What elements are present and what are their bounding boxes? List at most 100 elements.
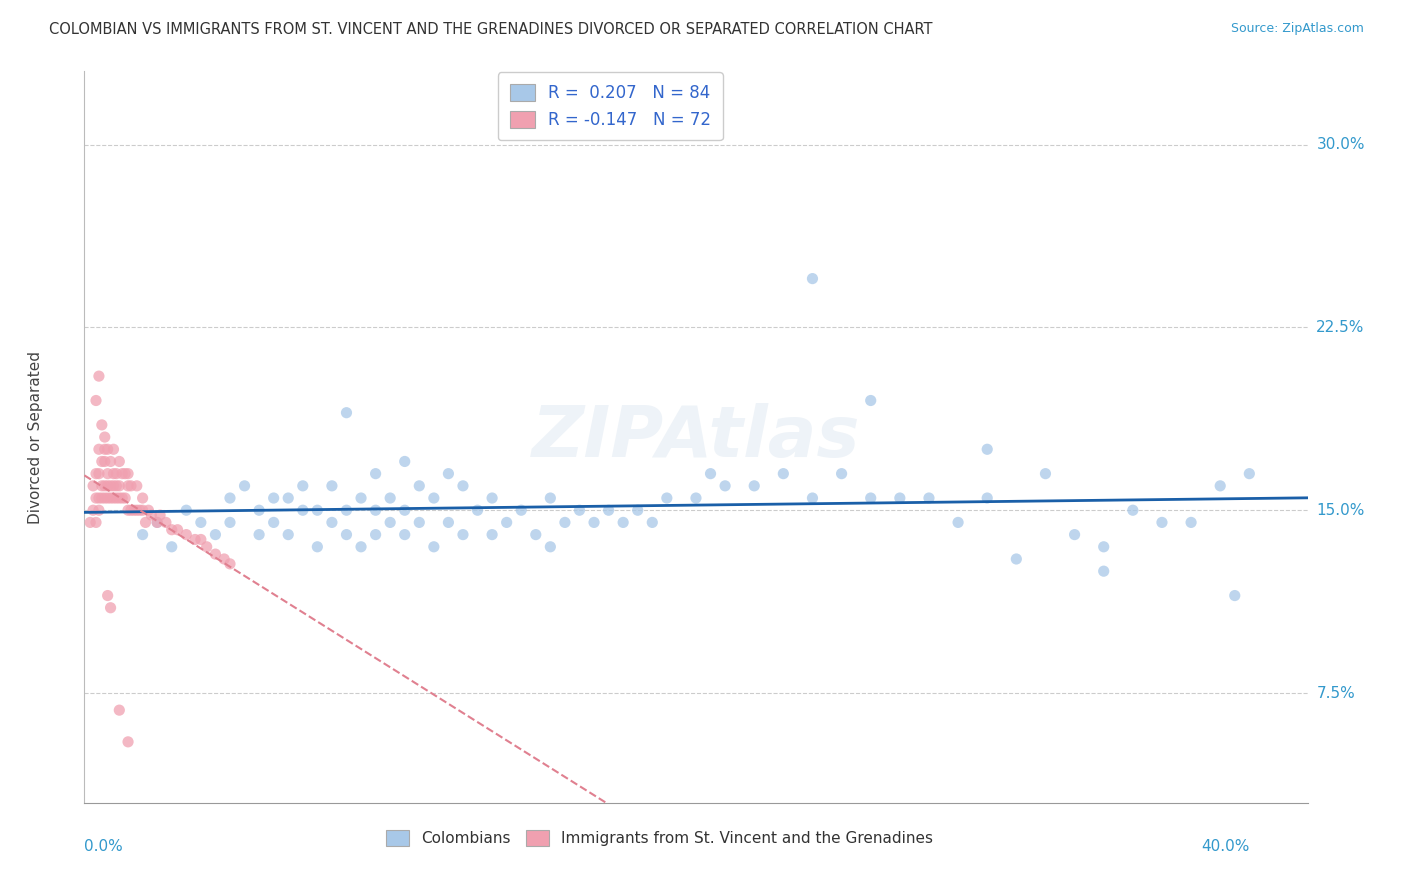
Point — [1092, 540, 1115, 554]
Point — [135, 516, 157, 530]
Point — [120, 503, 142, 517]
Point — [103, 479, 125, 493]
Point — [467, 503, 489, 517]
Point — [277, 491, 299, 505]
Point — [423, 491, 446, 505]
Point — [408, 479, 430, 493]
Point — [641, 516, 664, 530]
Point — [114, 467, 136, 481]
Point — [524, 527, 547, 541]
Point — [93, 491, 115, 505]
Point — [100, 600, 122, 615]
Point — [495, 516, 517, 530]
Point — [93, 479, 115, 493]
Point — [307, 540, 329, 554]
Point — [335, 503, 357, 517]
Point — [131, 491, 153, 505]
Point — [685, 491, 707, 505]
Point — [321, 516, 343, 530]
Point — [105, 491, 128, 505]
Point — [481, 491, 503, 505]
Point — [538, 491, 561, 505]
Point — [451, 479, 474, 493]
Point — [90, 491, 112, 505]
Point — [918, 491, 941, 505]
Point — [307, 503, 329, 517]
Point — [380, 516, 402, 530]
Point — [598, 503, 620, 517]
Point — [82, 503, 104, 517]
Point — [321, 479, 343, 493]
Point — [859, 491, 882, 505]
Point — [335, 527, 357, 541]
Point — [204, 527, 226, 541]
Point — [831, 467, 853, 481]
Point — [117, 503, 139, 517]
Point — [84, 467, 107, 481]
Point — [166, 523, 188, 537]
Point — [105, 479, 128, 493]
Point — [889, 491, 911, 505]
Point — [263, 491, 285, 505]
Point — [1239, 467, 1261, 481]
Point — [84, 516, 107, 530]
Point — [190, 516, 212, 530]
Point — [131, 527, 153, 541]
Point — [146, 516, 169, 530]
Point — [174, 527, 197, 541]
Point — [84, 491, 107, 505]
Point — [437, 516, 460, 530]
Point — [93, 454, 115, 468]
Point — [1035, 467, 1057, 481]
Point — [79, 516, 101, 530]
Point — [103, 491, 125, 505]
Point — [97, 491, 120, 505]
Legend: Colombians, Immigrants from St. Vincent and the Grenadines: Colombians, Immigrants from St. Vincent … — [378, 822, 941, 854]
Text: Divorced or Separated: Divorced or Separated — [28, 351, 44, 524]
Point — [408, 516, 430, 530]
Point — [1092, 564, 1115, 578]
Point — [394, 454, 416, 468]
Point — [131, 503, 153, 517]
Point — [111, 467, 134, 481]
Point — [90, 479, 112, 493]
Text: 7.5%: 7.5% — [1316, 686, 1355, 700]
Point — [93, 442, 115, 457]
Point — [247, 527, 270, 541]
Point — [184, 533, 207, 547]
Point — [946, 516, 969, 530]
Point — [1209, 479, 1232, 493]
Point — [1005, 552, 1028, 566]
Point — [105, 467, 128, 481]
Point — [1150, 516, 1173, 530]
Point — [204, 547, 226, 561]
Text: 30.0%: 30.0% — [1316, 137, 1365, 152]
Text: Source: ZipAtlas.com: Source: ZipAtlas.com — [1230, 22, 1364, 36]
Point — [364, 527, 387, 541]
Point — [90, 417, 112, 432]
Point — [291, 503, 314, 517]
Point — [1180, 516, 1202, 530]
Text: 15.0%: 15.0% — [1316, 503, 1365, 517]
Point — [1223, 589, 1246, 603]
Point — [772, 467, 794, 481]
Point — [437, 467, 460, 481]
Point — [108, 703, 131, 717]
Point — [97, 442, 120, 457]
Point — [108, 491, 131, 505]
Point — [97, 589, 120, 603]
Point — [82, 479, 104, 493]
Point — [976, 491, 998, 505]
Point — [350, 540, 373, 554]
Point — [335, 406, 357, 420]
Point — [699, 467, 721, 481]
Text: 40.0%: 40.0% — [1201, 839, 1250, 855]
Point — [149, 508, 172, 522]
Point — [128, 503, 150, 517]
Text: 22.5%: 22.5% — [1316, 320, 1365, 334]
Point — [510, 503, 533, 517]
Point — [125, 503, 148, 517]
Point — [117, 479, 139, 493]
Point — [394, 527, 416, 541]
Point — [120, 479, 142, 493]
